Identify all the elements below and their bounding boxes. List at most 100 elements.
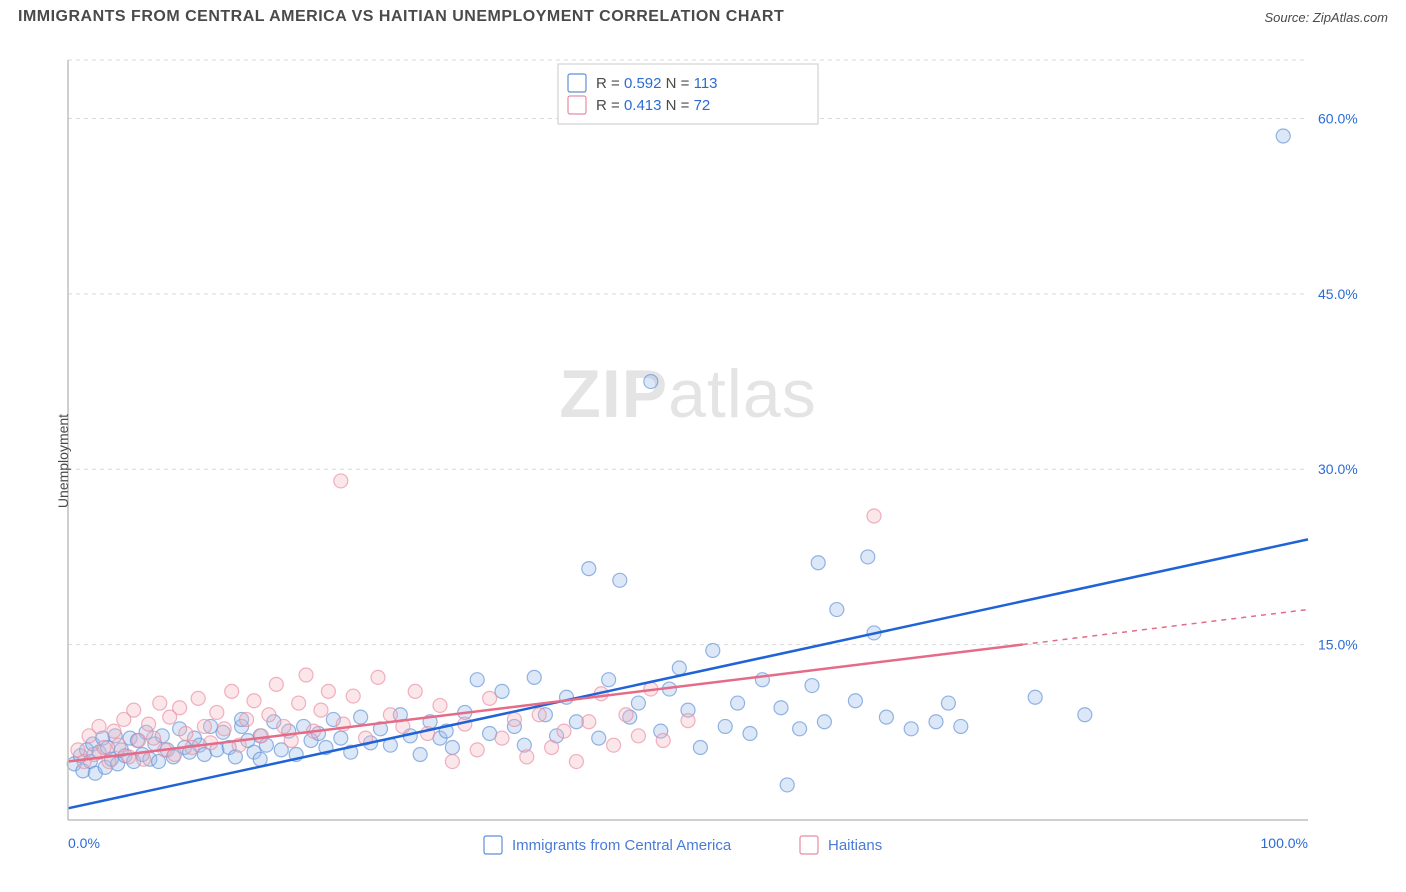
data-point: [507, 712, 521, 726]
data-point: [147, 731, 161, 745]
trend-line: [68, 539, 1308, 808]
data-point: [731, 696, 745, 710]
chart-source: Source: ZipAtlas.com: [1264, 10, 1388, 25]
data-point: [122, 750, 136, 764]
data-point: [292, 696, 306, 710]
data-point: [191, 691, 205, 705]
correlation-row: R = 0.592 N = 113: [596, 75, 718, 92]
data-point: [1028, 690, 1042, 704]
legend-swatch: [800, 836, 818, 854]
data-point: [582, 715, 596, 729]
data-point: [527, 670, 541, 684]
data-point: [631, 729, 645, 743]
data-point: [817, 715, 831, 729]
svg-text:45.0%: 45.0%: [1318, 286, 1358, 302]
data-point: [483, 691, 497, 705]
data-point: [383, 708, 397, 722]
data-point: [805, 679, 819, 693]
svg-text:15.0%: 15.0%: [1318, 637, 1358, 653]
svg-text:ZIPatlas: ZIPatlas: [559, 356, 816, 432]
data-point: [867, 509, 881, 523]
data-point: [445, 755, 459, 769]
data-point: [904, 722, 918, 736]
data-point: [941, 696, 955, 710]
data-point: [592, 731, 606, 745]
data-point: [179, 726, 193, 740]
data-point: [354, 710, 368, 724]
data-point: [142, 717, 156, 731]
data-point: [153, 696, 167, 710]
data-point: [718, 719, 732, 733]
data-point: [520, 750, 534, 764]
data-point: [225, 684, 239, 698]
data-point: [269, 677, 283, 691]
data-point: [445, 741, 459, 755]
data-point: [107, 724, 121, 738]
data-point: [793, 722, 807, 736]
data-point: [254, 729, 268, 743]
data-point: [557, 724, 571, 738]
svg-text:60.0%: 60.0%: [1318, 110, 1358, 126]
data-point: [470, 743, 484, 757]
data-point: [954, 719, 968, 733]
data-point: [433, 698, 447, 712]
data-point: [253, 752, 267, 766]
svg-text:Immigrants from Central Americ: Immigrants from Central America: [512, 837, 732, 854]
data-point: [619, 708, 633, 722]
data-point: [545, 741, 559, 755]
svg-text:Haitians: Haitians: [828, 837, 882, 854]
data-point: [197, 719, 211, 733]
data-point: [1078, 708, 1092, 722]
data-point: [532, 708, 546, 722]
data-point: [321, 684, 335, 698]
data-point: [1276, 129, 1290, 143]
data-point: [743, 726, 757, 740]
data-point: [127, 703, 141, 717]
data-point: [413, 748, 427, 762]
correlation-legend: [558, 64, 818, 124]
data-point: [607, 738, 621, 752]
data-point: [582, 562, 596, 576]
data-point: [92, 719, 106, 733]
data-point: [210, 705, 224, 719]
data-point: [173, 701, 187, 715]
correlation-scatter-chart: ZIPatlas 15.0% 30.0% 45.0% 60.0% 0.0% 100.0% Im…: [18, 40, 1388, 880]
data-point: [569, 755, 583, 769]
data-point: [371, 670, 385, 684]
data-point: [929, 715, 943, 729]
data-point: [495, 684, 509, 698]
y-axis-label: Unemployment: [55, 414, 71, 508]
svg-text:0.0%: 0.0%: [68, 835, 100, 851]
data-point: [262, 708, 276, 722]
data-point: [247, 694, 261, 708]
data-point: [811, 556, 825, 570]
data-point: [217, 722, 231, 736]
data-point: [97, 741, 111, 755]
data-point: [774, 701, 788, 715]
data-point: [631, 696, 645, 710]
data-point: [132, 733, 146, 747]
data-point: [830, 603, 844, 617]
data-point: [137, 752, 151, 766]
data-point: [706, 643, 720, 657]
svg-text:30.0%: 30.0%: [1318, 461, 1358, 477]
correlation-row: R = 0.413 N = 72: [596, 97, 710, 114]
data-point: [656, 733, 670, 747]
data-point: [879, 710, 893, 724]
chart-title: IMMIGRANTS FROM CENTRAL AMERICA VS HAITI…: [18, 8, 784, 26]
data-point: [861, 550, 875, 564]
data-point: [644, 375, 658, 389]
legend-swatch: [484, 836, 502, 854]
data-point: [240, 712, 254, 726]
trend-line-extrapolated: [1023, 610, 1308, 645]
svg-text:100.0%: 100.0%: [1261, 835, 1308, 851]
data-point: [408, 684, 422, 698]
data-point: [334, 474, 348, 488]
data-point: [314, 703, 328, 717]
data-point: [848, 694, 862, 708]
series-legend: Immigrants from Central America Haitians: [484, 836, 882, 854]
data-point: [470, 673, 484, 687]
data-point: [334, 731, 348, 745]
data-point: [672, 661, 686, 675]
data-point: [346, 689, 360, 703]
